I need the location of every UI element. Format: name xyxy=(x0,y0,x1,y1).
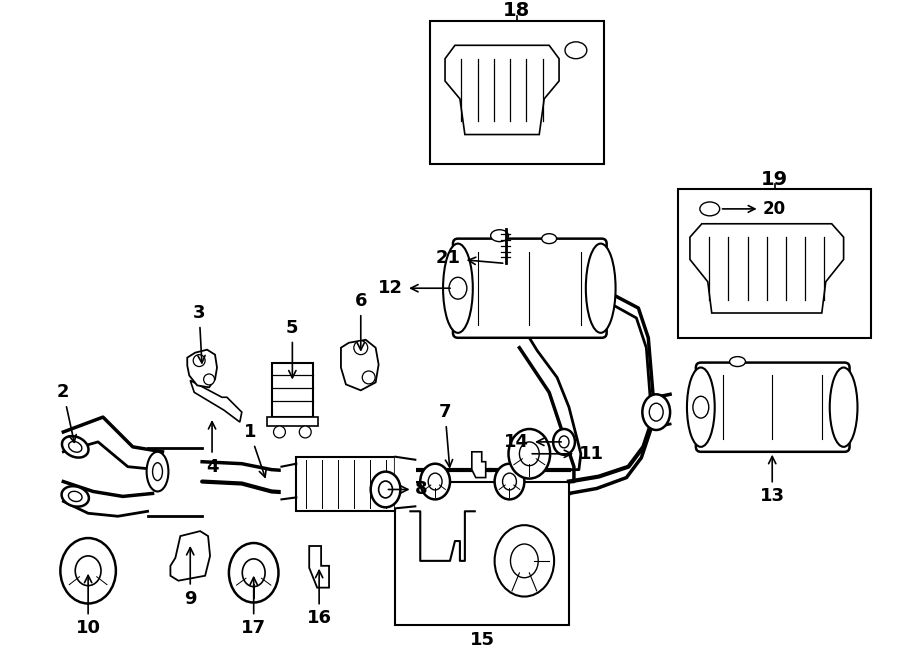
Ellipse shape xyxy=(730,357,745,367)
Ellipse shape xyxy=(643,395,670,430)
Text: 18: 18 xyxy=(503,1,530,20)
Ellipse shape xyxy=(693,397,709,418)
Ellipse shape xyxy=(830,368,858,447)
Ellipse shape xyxy=(510,544,538,578)
Ellipse shape xyxy=(62,436,88,457)
Ellipse shape xyxy=(554,429,575,455)
Polygon shape xyxy=(148,448,202,516)
Ellipse shape xyxy=(649,403,663,421)
Ellipse shape xyxy=(229,543,278,603)
Ellipse shape xyxy=(379,481,392,498)
Text: 4: 4 xyxy=(206,422,219,476)
Ellipse shape xyxy=(542,234,556,244)
Ellipse shape xyxy=(449,278,467,299)
FancyBboxPatch shape xyxy=(453,239,607,338)
Bar xyxy=(272,363,313,417)
Ellipse shape xyxy=(559,436,569,448)
Ellipse shape xyxy=(687,368,715,447)
Bar xyxy=(678,189,871,338)
Text: 6: 6 xyxy=(355,292,367,350)
Text: 8: 8 xyxy=(388,481,427,498)
Bar xyxy=(395,482,569,625)
Polygon shape xyxy=(472,452,486,478)
Polygon shape xyxy=(341,340,379,391)
Text: 15: 15 xyxy=(470,631,495,649)
Text: 2: 2 xyxy=(57,383,76,442)
Ellipse shape xyxy=(491,230,508,242)
Ellipse shape xyxy=(700,202,720,216)
Text: 5: 5 xyxy=(286,319,299,378)
Ellipse shape xyxy=(495,525,554,597)
Text: 7: 7 xyxy=(439,403,453,467)
Ellipse shape xyxy=(203,374,214,385)
Polygon shape xyxy=(187,350,217,387)
Bar xyxy=(296,457,395,512)
Text: 12: 12 xyxy=(378,279,450,297)
Text: 9: 9 xyxy=(184,548,196,607)
Polygon shape xyxy=(395,457,415,508)
Polygon shape xyxy=(445,46,559,135)
Ellipse shape xyxy=(371,472,400,508)
Ellipse shape xyxy=(519,442,539,466)
Polygon shape xyxy=(170,531,210,581)
Text: 21: 21 xyxy=(436,249,503,268)
Text: 13: 13 xyxy=(760,457,785,506)
FancyBboxPatch shape xyxy=(696,363,850,452)
Ellipse shape xyxy=(508,429,550,479)
Text: 16: 16 xyxy=(307,570,331,627)
Ellipse shape xyxy=(153,463,163,481)
Text: 14: 14 xyxy=(504,433,562,451)
Text: 10: 10 xyxy=(76,576,101,637)
Ellipse shape xyxy=(443,244,473,333)
Polygon shape xyxy=(310,546,329,588)
Ellipse shape xyxy=(363,371,375,384)
Text: 17: 17 xyxy=(241,578,266,637)
Ellipse shape xyxy=(502,473,517,490)
Ellipse shape xyxy=(300,426,311,438)
Ellipse shape xyxy=(420,464,450,500)
Ellipse shape xyxy=(61,486,89,506)
Ellipse shape xyxy=(274,426,285,438)
Text: 3: 3 xyxy=(193,304,205,363)
Ellipse shape xyxy=(147,452,168,492)
Ellipse shape xyxy=(60,538,116,603)
Polygon shape xyxy=(282,464,296,500)
Ellipse shape xyxy=(354,341,368,355)
Ellipse shape xyxy=(565,42,587,59)
Text: 19: 19 xyxy=(761,170,788,188)
Ellipse shape xyxy=(495,464,525,500)
Polygon shape xyxy=(190,381,242,422)
Ellipse shape xyxy=(428,473,442,490)
Bar xyxy=(266,417,318,426)
Ellipse shape xyxy=(76,556,101,586)
Ellipse shape xyxy=(586,244,616,333)
Polygon shape xyxy=(690,224,843,313)
Text: 1: 1 xyxy=(244,423,266,477)
Text: 11: 11 xyxy=(532,445,604,463)
Ellipse shape xyxy=(68,442,82,452)
Ellipse shape xyxy=(242,559,266,587)
Bar xyxy=(430,20,604,165)
Ellipse shape xyxy=(68,491,82,502)
Ellipse shape xyxy=(194,355,205,367)
Text: 20: 20 xyxy=(723,200,786,218)
